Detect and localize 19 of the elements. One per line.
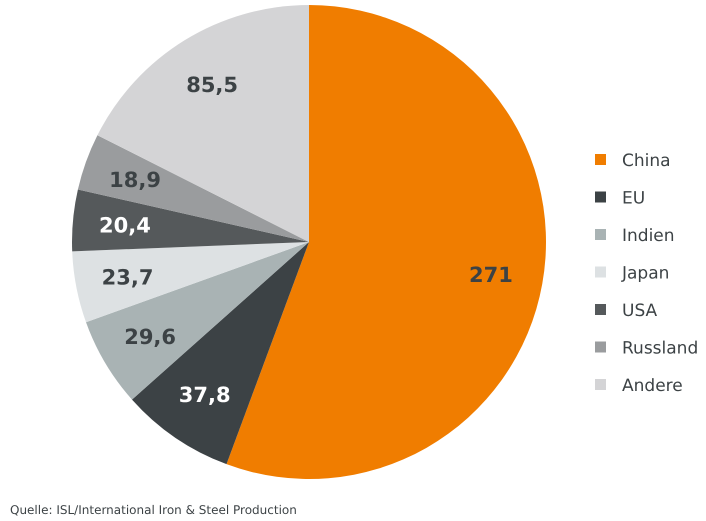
legend-label: Indien bbox=[622, 226, 675, 246]
legend-label: Russland bbox=[622, 338, 698, 358]
pie-slice bbox=[78, 135, 309, 242]
legend-label: China bbox=[622, 150, 671, 171]
pie-slice bbox=[97, 5, 309, 242]
legend-label: Japan bbox=[621, 263, 670, 284]
data-label: 85,5 bbox=[186, 72, 238, 97]
legend-label: EU bbox=[622, 188, 646, 208]
legend-label: Andere bbox=[622, 376, 683, 396]
legend-label: USA bbox=[622, 300, 658, 321]
pie-slice bbox=[72, 242, 309, 322]
data-label: 18,9 bbox=[109, 168, 161, 192]
data-label: 29,6 bbox=[124, 324, 176, 349]
data-label: 23,7 bbox=[102, 266, 154, 290]
data-label: 20,4 bbox=[99, 213, 151, 238]
pie-slice bbox=[72, 189, 309, 252]
data-label: 37,8 bbox=[178, 382, 231, 407]
source-note: Quelle: ISL/International Iron & Steel Production bbox=[10, 503, 297, 517]
data-label: 271 bbox=[469, 263, 513, 288]
